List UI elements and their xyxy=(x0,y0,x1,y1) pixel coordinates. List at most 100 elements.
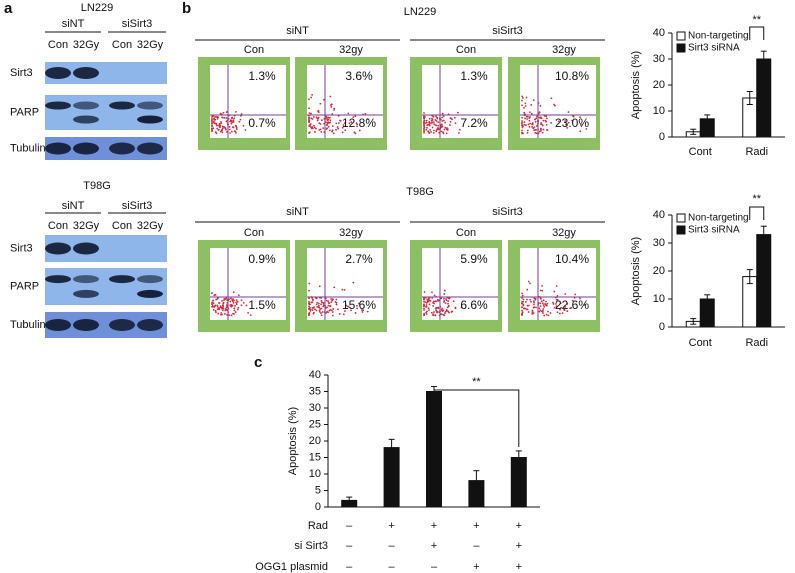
event-dot xyxy=(570,306,573,309)
event-dot xyxy=(545,304,548,307)
plot-area xyxy=(520,248,596,320)
event-dot xyxy=(310,96,313,99)
event-dot xyxy=(536,115,538,118)
event-dot xyxy=(521,95,524,98)
event-dot xyxy=(232,126,235,129)
event-dot xyxy=(528,125,531,128)
event-dot xyxy=(442,309,445,312)
event-dot xyxy=(552,303,555,305)
event-dot xyxy=(535,125,538,127)
event-dot xyxy=(425,128,428,131)
event-dot xyxy=(219,112,222,115)
event-dot xyxy=(431,126,434,129)
group-label: siNT xyxy=(286,25,309,37)
event-dot xyxy=(425,301,428,304)
event-dot xyxy=(425,313,428,315)
panel-letter: a xyxy=(4,0,13,17)
event-dot xyxy=(521,126,524,129)
x-tick-label: Radi xyxy=(745,337,768,349)
event-dot xyxy=(433,311,435,313)
band xyxy=(45,67,71,79)
event-dot xyxy=(443,297,445,300)
event-dot xyxy=(235,299,238,302)
lane-label: Con xyxy=(112,220,132,232)
event-dot xyxy=(585,128,588,130)
event-dot xyxy=(532,127,535,130)
event-dot xyxy=(320,299,323,302)
event-dot xyxy=(308,308,310,311)
bar xyxy=(756,58,772,138)
event-dot xyxy=(545,313,548,316)
upper-percent: 10.4% xyxy=(555,252,589,266)
lower-percent: 0.7% xyxy=(248,116,276,130)
event-dot xyxy=(541,284,543,287)
event-dot xyxy=(329,305,332,308)
event-dot xyxy=(214,309,217,312)
lower-percent: 7.2% xyxy=(460,116,488,130)
event-dot xyxy=(235,303,238,305)
event-dot xyxy=(579,116,581,119)
event-dot xyxy=(330,309,333,312)
event-dot xyxy=(223,297,226,300)
event-dot xyxy=(521,302,523,305)
event-dot xyxy=(444,121,447,124)
condition-label: 32gy xyxy=(339,44,363,56)
event-dot xyxy=(559,308,561,311)
event-dot xyxy=(313,311,315,314)
event-dot xyxy=(327,300,330,303)
event-dot xyxy=(216,308,219,311)
event-dot xyxy=(329,119,332,122)
event-dot xyxy=(310,126,313,129)
event-dot xyxy=(565,123,568,126)
condition-mark: + xyxy=(516,540,522,552)
event-dot xyxy=(557,120,560,123)
row-label: Sirt3 xyxy=(10,67,33,79)
event-dot xyxy=(350,309,353,312)
event-dot xyxy=(432,129,435,132)
y-tick-label: 30 xyxy=(309,402,321,414)
event-dot xyxy=(524,117,527,120)
group-label: siSirt3 xyxy=(122,18,153,30)
event-dot xyxy=(547,310,549,313)
event-dot xyxy=(522,97,524,99)
event-dot xyxy=(218,302,221,304)
group-label: siSirt3 xyxy=(492,25,523,37)
event-dot xyxy=(555,298,558,301)
event-dot xyxy=(230,120,233,122)
event-dot xyxy=(226,313,228,316)
event-dot xyxy=(216,117,219,120)
event-dot xyxy=(430,122,432,124)
event-dot xyxy=(327,125,330,128)
event-dot xyxy=(543,306,546,308)
event-dot xyxy=(338,313,341,315)
event-dot xyxy=(443,299,446,302)
event-dot xyxy=(441,112,444,115)
y-tick-label: 5 xyxy=(315,484,321,496)
event-dot xyxy=(546,117,548,120)
event-dot xyxy=(423,115,425,118)
y-axis-label: Apoptosis (%) xyxy=(630,51,642,119)
blot xyxy=(45,62,167,84)
event-dot xyxy=(530,104,533,106)
event-dot xyxy=(526,129,529,132)
event-dot xyxy=(211,301,213,304)
event-dot xyxy=(448,311,450,314)
event-dot xyxy=(334,301,337,303)
event-dot xyxy=(423,125,425,128)
event-dot xyxy=(541,309,544,312)
condition-label: 32gy xyxy=(552,44,576,56)
event-dot xyxy=(432,314,435,317)
band xyxy=(137,319,163,331)
event-dot xyxy=(431,117,433,120)
event-dot xyxy=(454,306,457,309)
event-dot xyxy=(330,298,332,300)
event-dot xyxy=(229,132,231,134)
event-dot xyxy=(329,129,331,132)
event-dot xyxy=(344,310,346,312)
row-label: Sirt3 xyxy=(10,242,33,254)
event-dot xyxy=(449,117,452,119)
event-dot xyxy=(317,302,320,305)
event-dot xyxy=(244,129,247,131)
event-dot xyxy=(211,127,213,130)
